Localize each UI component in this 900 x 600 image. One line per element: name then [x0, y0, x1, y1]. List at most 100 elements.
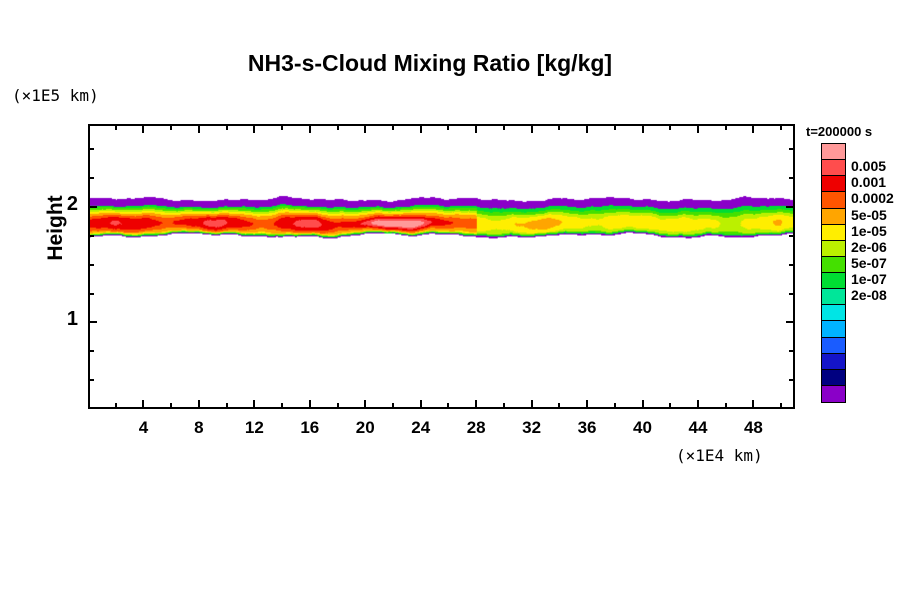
x-minor-tick	[613, 403, 616, 409]
contour-field	[90, 126, 793, 407]
colorbar-tick-label: 2e-08	[851, 287, 887, 304]
x-major-tick-top	[641, 124, 644, 133]
x-tick-label: 36	[577, 418, 597, 437]
x-minor-tick	[780, 403, 783, 409]
x-minor-tick	[114, 403, 117, 409]
x-major-tick	[530, 400, 533, 409]
x-major-tick-top	[142, 124, 145, 133]
x-minor-tick-top	[558, 124, 561, 130]
x-tick-label: 28	[466, 418, 486, 437]
x-major-tick-top	[530, 124, 533, 133]
x-minor-tick	[391, 403, 394, 409]
x-major-tick-top	[752, 124, 755, 133]
x-major-tick	[586, 400, 589, 409]
x-major-tick-top	[696, 124, 699, 133]
x-major-tick	[752, 400, 755, 409]
x-minor-tick-top	[114, 124, 117, 130]
colorbar-swatch	[822, 385, 845, 402]
colorbar-swatch	[822, 353, 845, 370]
y-tick-label: 2	[66, 193, 78, 216]
colorbar-swatch	[822, 337, 845, 354]
colorbar-tick-label: 5e-07	[851, 254, 887, 271]
y-minor-tick-right	[789, 148, 795, 151]
plot-area	[88, 124, 795, 409]
chart-title: NH3-s-Cloud Mixing Ratio [kg/kg]	[247, 50, 613, 76]
x-minor-tick	[502, 403, 505, 409]
colorbar-swatch	[822, 160, 845, 177]
x-minor-tick	[447, 403, 450, 409]
colorbar-swatch	[822, 305, 845, 322]
x-major-tick	[641, 400, 644, 409]
colorbar	[821, 143, 846, 403]
x-major-tick-top	[253, 124, 256, 133]
x-major-tick	[197, 400, 200, 409]
x-minor-tick	[281, 403, 284, 409]
x-minor-tick-top	[225, 124, 228, 130]
x-major-tick-top	[197, 124, 200, 133]
y-minor-tick-right	[789, 177, 795, 180]
x-major-tick-top	[308, 124, 311, 133]
x-minor-tick	[225, 403, 228, 409]
y-minor-tick	[88, 177, 94, 180]
colorbar-swatch	[822, 321, 845, 338]
x-tick-label: 16	[300, 418, 320, 437]
colorbar-swatch	[822, 192, 845, 209]
y-minor-tick-right	[789, 350, 795, 353]
colorbar-swatch	[822, 369, 845, 386]
colorbar-swatch	[822, 224, 845, 241]
x-major-tick	[364, 400, 367, 409]
x-major-tick	[419, 400, 422, 409]
x-tick-label: 44	[688, 418, 708, 437]
y-major-tick-right	[786, 206, 795, 209]
y-axis-unit-label: (×1E5 km)	[12, 86, 99, 105]
y-tick-label: 1	[66, 308, 78, 331]
y-minor-tick-right	[789, 292, 795, 295]
colorbar-swatch	[822, 208, 845, 225]
colorbar-swatch	[822, 273, 845, 290]
x-minor-tick-top	[780, 124, 783, 130]
x-tick-label: 12	[244, 418, 264, 437]
x-minor-tick-top	[669, 124, 672, 130]
x-minor-tick	[558, 403, 561, 409]
y-minor-tick	[88, 263, 94, 266]
y-major-tick	[88, 321, 97, 324]
x-minor-tick	[724, 403, 727, 409]
x-major-tick-top	[419, 124, 422, 133]
x-tick-label: 4	[138, 418, 149, 437]
y-minor-tick	[88, 379, 94, 382]
y-minor-tick	[88, 350, 94, 353]
x-tick-label: 8	[194, 418, 204, 437]
time-annotation: t=200000 s	[806, 124, 873, 139]
x-major-tick	[475, 400, 478, 409]
x-major-tick	[142, 400, 145, 409]
y-axis-title: Height	[44, 195, 67, 261]
x-minor-tick-top	[447, 124, 450, 130]
colorbar-tick-label: 0.001	[851, 174, 887, 191]
colorbar-swatch	[822, 289, 845, 306]
x-tick-label: 40	[633, 418, 652, 437]
y-major-tick-right	[786, 321, 795, 324]
x-major-tick-top	[475, 124, 478, 133]
colorbar-tick-label: 0.005	[851, 158, 887, 175]
y-minor-tick	[88, 148, 94, 151]
colorbar-tick-label: 5e-05	[851, 206, 887, 223]
y-major-tick	[88, 206, 97, 209]
x-minor-tick-top	[170, 124, 173, 130]
x-minor-tick-top	[281, 124, 284, 130]
colorbar-swatch	[822, 256, 845, 273]
colorbar-tick-label: 1e-07	[851, 271, 887, 288]
x-tick-label: 32	[522, 418, 542, 437]
x-minor-tick	[170, 403, 173, 409]
x-minor-tick-top	[502, 124, 505, 130]
x-tick-label: 24	[411, 418, 431, 437]
x-minor-tick-top	[391, 124, 394, 130]
x-minor-tick-top	[724, 124, 727, 130]
x-tick-label: 48	[743, 418, 763, 437]
x-minor-tick	[669, 403, 672, 409]
y-minor-tick	[88, 292, 94, 295]
x-tick-label: 20	[355, 418, 375, 437]
x-major-tick	[696, 400, 699, 409]
x-axis-unit-label: (×1E4 km)	[676, 446, 763, 465]
y-minor-tick	[88, 234, 94, 237]
